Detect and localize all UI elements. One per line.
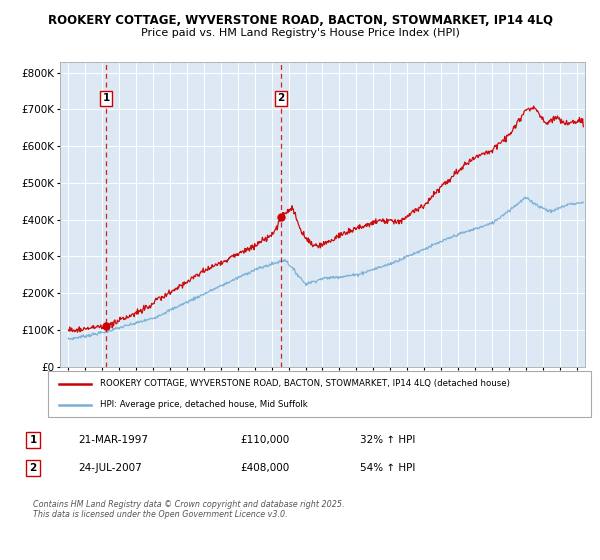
Text: Contains HM Land Registry data © Crown copyright and database right 2025.
This d: Contains HM Land Registry data © Crown c… (33, 500, 344, 519)
Text: 21-MAR-1997: 21-MAR-1997 (78, 435, 148, 445)
Text: 2: 2 (29, 463, 37, 473)
Text: 24-JUL-2007: 24-JUL-2007 (78, 463, 142, 473)
Text: 54% ↑ HPI: 54% ↑ HPI (360, 463, 415, 473)
Text: 1: 1 (29, 435, 37, 445)
Text: 32% ↑ HPI: 32% ↑ HPI (360, 435, 415, 445)
Text: Price paid vs. HM Land Registry's House Price Index (HPI): Price paid vs. HM Land Registry's House … (140, 28, 460, 38)
Text: 1: 1 (103, 94, 110, 104)
Text: HPI: Average price, detached house, Mid Suffolk: HPI: Average price, detached house, Mid … (100, 400, 307, 409)
Text: ROOKERY COTTAGE, WYVERSTONE ROAD, BACTON, STOWMARKET, IP14 4LQ (detached house): ROOKERY COTTAGE, WYVERSTONE ROAD, BACTON… (100, 379, 509, 388)
Text: £110,000: £110,000 (240, 435, 289, 445)
Text: £408,000: £408,000 (240, 463, 289, 473)
FancyBboxPatch shape (48, 371, 591, 417)
Text: ROOKERY COTTAGE, WYVERSTONE ROAD, BACTON, STOWMARKET, IP14 4LQ: ROOKERY COTTAGE, WYVERSTONE ROAD, BACTON… (47, 14, 553, 27)
Text: 2: 2 (278, 94, 285, 104)
